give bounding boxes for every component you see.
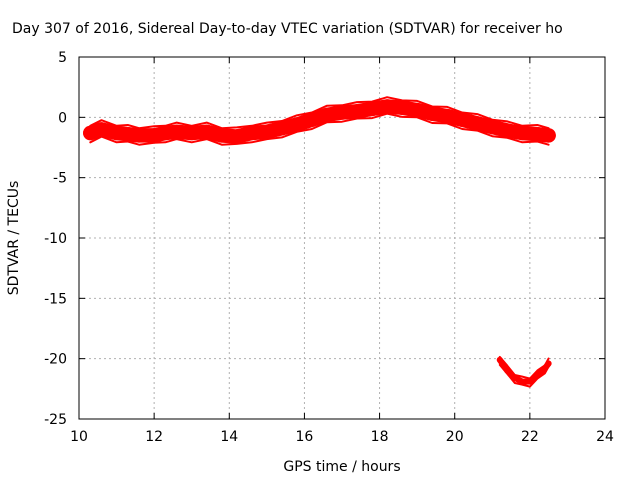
series-0-point-26 bbox=[455, 112, 470, 127]
y-axis-label: SDTVAR / TECUs bbox=[6, 181, 22, 296]
series-0-point-3 bbox=[120, 127, 135, 142]
series-0-point-6 bbox=[158, 125, 173, 141]
series-0-point-13 bbox=[259, 124, 275, 139]
series-1-point-1 bbox=[504, 367, 511, 374]
y-tick-label-4: -15 bbox=[44, 291, 67, 307]
series-0-point-11 bbox=[229, 129, 244, 144]
series-0-point-19 bbox=[349, 104, 365, 119]
series-1-point-5 bbox=[534, 372, 541, 379]
y-tick-label-3: -10 bbox=[44, 231, 67, 247]
series-1-point-0 bbox=[496, 356, 503, 363]
series-0-point-24 bbox=[425, 106, 440, 121]
series-0-point-22 bbox=[394, 100, 410, 115]
series-0-point-5 bbox=[146, 128, 162, 143]
series-0-point-31 bbox=[530, 127, 545, 142]
x-tick-label-6: 22 bbox=[521, 429, 539, 445]
chart-title: Day 307 of 2016, Sidereal Day-to-day VTE… bbox=[12, 21, 563, 37]
series-0-point-27 bbox=[470, 116, 485, 131]
series-0-point-16 bbox=[304, 112, 320, 127]
x-tick-label-7: 24 bbox=[596, 429, 614, 445]
y-tick-label-1: 0 bbox=[58, 110, 67, 126]
series-0-point-18 bbox=[334, 105, 350, 120]
series-0-point-7 bbox=[169, 124, 184, 139]
series-0-point-32 bbox=[541, 128, 556, 143]
series-0-point-15 bbox=[289, 117, 305, 132]
x-tick-label-4: 18 bbox=[371, 429, 389, 445]
x-tick-label-1: 12 bbox=[145, 429, 163, 445]
series-0-point-29 bbox=[500, 123, 515, 138]
axis-ticks: 10 12 14 16 18 20 22 24 5 0 -5 -10 -15 -20 -25 bbox=[44, 50, 614, 445]
series-1-point-2 bbox=[511, 375, 518, 381]
series-0-point-8 bbox=[184, 125, 199, 141]
series-0-point-2 bbox=[109, 125, 124, 141]
series-1-lower-edge bbox=[498, 363, 550, 388]
series-0-point-23 bbox=[409, 102, 425, 118]
x-tick-label-5: 20 bbox=[446, 429, 464, 445]
series-0-point-20 bbox=[364, 101, 380, 117]
y-tick-label-2: -5 bbox=[53, 171, 67, 187]
series-1-point-7 bbox=[545, 360, 552, 367]
series-0-point-12 bbox=[244, 125, 259, 141]
series-0-point-28 bbox=[485, 119, 500, 135]
series-0-point-25 bbox=[440, 108, 455, 124]
series-0-point-4 bbox=[131, 128, 147, 143]
x-tick-label-2: 14 bbox=[220, 429, 238, 445]
series-0-point-1 bbox=[94, 122, 109, 137]
series-0-point-14 bbox=[274, 121, 290, 136]
series-0-point-10 bbox=[214, 128, 229, 143]
x-tick-label-3: 16 bbox=[296, 429, 314, 445]
series-0-lower-edge bbox=[89, 112, 550, 146]
x-tick-label-0: 10 bbox=[70, 429, 88, 445]
data-series bbox=[83, 96, 556, 388]
y-tick-label-6: -25 bbox=[44, 412, 67, 428]
series-0-point-30 bbox=[515, 125, 530, 141]
x-axis-label: GPS time / hours bbox=[283, 459, 400, 475]
series-1-point-4 bbox=[526, 378, 533, 385]
series-0-point-21 bbox=[379, 99, 395, 114]
series-0-point-17 bbox=[319, 107, 335, 123]
series-1-point-3 bbox=[519, 378, 526, 385]
y-tick-label-5: -20 bbox=[44, 352, 67, 368]
series-0-point-0 bbox=[83, 125, 98, 141]
series-0-point-9 bbox=[199, 124, 214, 139]
y-tick-label-0: 5 bbox=[58, 50, 67, 66]
series-1-point-6 bbox=[541, 365, 548, 372]
